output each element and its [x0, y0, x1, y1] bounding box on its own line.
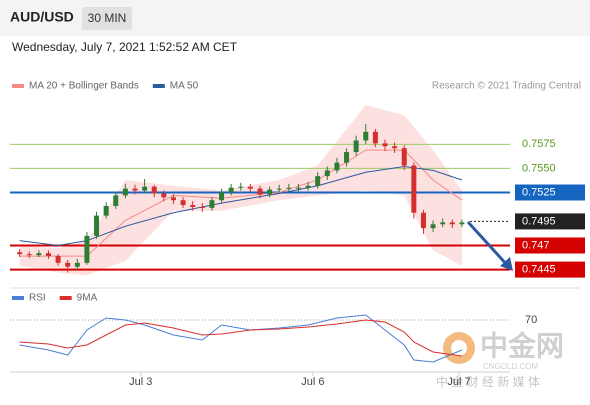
level-label: 0.7550	[522, 162, 556, 174]
level-label-box	[515, 261, 585, 278]
candle-body	[305, 185, 311, 188]
x-tick-label: Jul 6	[301, 376, 324, 388]
candle-body	[295, 187, 301, 189]
legend-label: RSI	[29, 293, 46, 304]
watermark: 中金网 CNGOLD.COM 中 金 财 经 新 媒 体	[436, 329, 564, 389]
interval-box[interactable]	[82, 7, 132, 30]
legend-swatch	[59, 296, 72, 300]
candle-body	[103, 205, 109, 216]
candle-body	[247, 186, 253, 189]
candle-body	[315, 176, 321, 186]
candle-body	[344, 152, 350, 163]
candle-body	[382, 143, 388, 147]
legend-swatch	[152, 84, 165, 88]
x-tick-label: Jul 7	[447, 376, 470, 388]
candle-body	[170, 197, 176, 201]
candle-body	[94, 215, 100, 236]
candle-body	[257, 188, 263, 195]
level-label: 0.7495	[522, 215, 556, 227]
symbol: AUD/USD	[10, 9, 74, 25]
credit: Research © 2021 Trading Central	[432, 81, 581, 92]
candle-body	[142, 186, 148, 191]
candle-body	[430, 224, 436, 229]
legend-swatch	[12, 296, 24, 300]
interval[interactable]: 30 MIN	[88, 11, 127, 25]
candle-body	[324, 170, 330, 177]
level-label: 0.747	[522, 239, 550, 251]
candle-body	[228, 187, 234, 193]
x-tick-label: Jul 3	[129, 376, 152, 388]
candle-body	[238, 186, 244, 188]
candle-body	[113, 195, 119, 206]
level-label-box	[515, 184, 585, 201]
watermark-slogan: 中 金 财 经 新 媒 体	[436, 374, 540, 389]
level-label-box	[515, 213, 585, 230]
legend-label: 9MA	[77, 293, 98, 304]
candle-body	[199, 206, 205, 208]
level-label: 0.7575	[522, 138, 556, 150]
candle-body	[190, 205, 196, 207]
candle-body	[219, 192, 225, 201]
candle-body	[45, 253, 51, 257]
candle-body	[459, 222, 465, 225]
candle-body	[334, 162, 340, 171]
projection-arrowhead	[500, 257, 513, 271]
legend-swatch	[12, 84, 24, 88]
candle-body	[74, 262, 80, 267]
candle-body	[151, 186, 157, 194]
candle-body	[209, 200, 215, 208]
candle-body	[180, 200, 186, 206]
indicator-line	[19, 319, 462, 357]
watermark-site: CNGOLD.COM	[483, 362, 538, 371]
candle-body	[122, 188, 128, 196]
legend-label: MA 50	[170, 81, 199, 92]
candle-body	[36, 253, 42, 256]
timestamp: Wednesday, July 7, 2021 1:52:52 AM CET	[12, 40, 238, 54]
candle-body	[411, 165, 417, 213]
y-tick-label: 70	[525, 314, 537, 326]
candle-body	[26, 254, 32, 256]
projection-arrow	[466, 220, 510, 268]
candle-body	[449, 222, 455, 225]
candle-body	[55, 256, 61, 263]
candle-body	[65, 262, 71, 267]
level-label: 0.7445	[522, 263, 556, 275]
indicator-line	[19, 314, 463, 363]
legend-label: MA 20 + Bollinger Bands	[29, 81, 139, 92]
candle-body	[84, 235, 90, 263]
candle-body	[353, 140, 359, 153]
candle-body	[161, 193, 167, 198]
candle-body	[372, 131, 378, 144]
watermark-brand: 中金网	[480, 329, 564, 361]
candle-body	[440, 222, 446, 225]
candle-body	[17, 252, 23, 255]
candle-body	[132, 188, 138, 191]
candle-body	[392, 146, 398, 149]
candle-body	[286, 187, 292, 189]
candle-body	[276, 188, 282, 190]
level-label-box	[515, 237, 585, 254]
candle-body	[267, 189, 273, 195]
candle-body	[401, 148, 407, 166]
candle-body	[363, 131, 369, 141]
candle-body	[420, 212, 426, 229]
ma-line	[19, 149, 463, 257]
ma-line	[19, 165, 463, 247]
watermark-logo-inner	[451, 340, 467, 356]
level-label: 0.7525	[522, 186, 556, 198]
